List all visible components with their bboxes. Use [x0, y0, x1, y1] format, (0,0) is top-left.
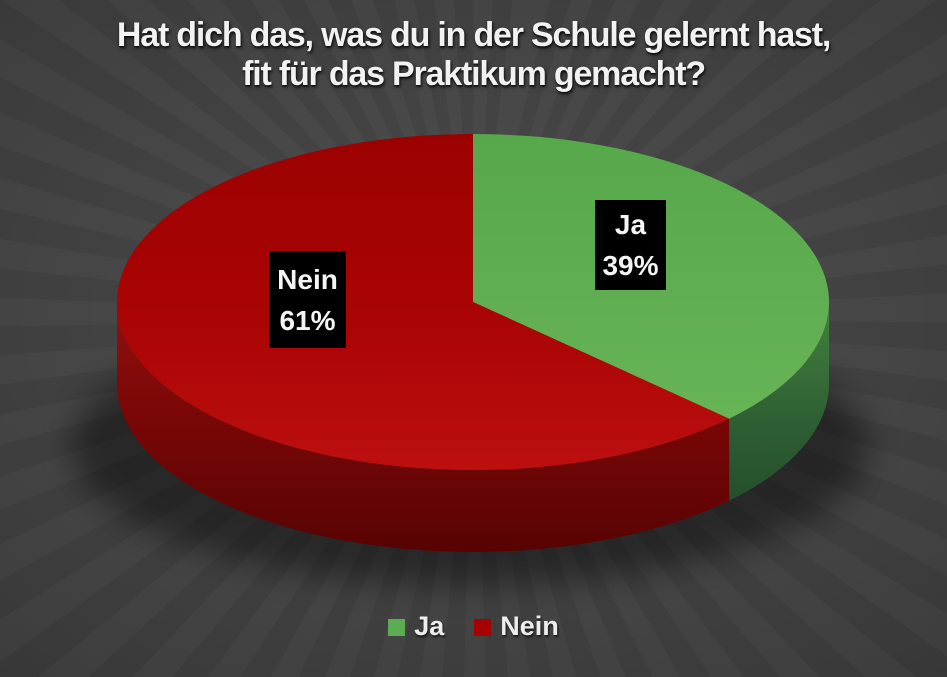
data-label-nein-value: 61% — [279, 304, 336, 336]
legend-item-ja[interactable]: Ja — [388, 613, 444, 640]
chart-title[interactable]: Hat dich das, was du in der Schule geler… — [116, 16, 831, 93]
legend-swatch-nein — [474, 619, 492, 636]
pie-slice-ja-side[interactable] — [729, 302, 829, 501]
legend-swatch-ja — [388, 619, 406, 636]
data-label-ja-value: 39% — [602, 250, 659, 281]
data-label-ja-name: Ja — [614, 209, 647, 240]
data-label-nein[interactable]: Nein 61% — [269, 251, 346, 348]
data-label-ja[interactable]: Ja 39% — [595, 200, 666, 290]
pie-slice-nein[interactable] — [117, 134, 730, 470]
data-label-nein-name: Nein — [277, 263, 338, 295]
legend-label-ja: Ja — [414, 611, 445, 641]
legend-label-nein: Nein — [500, 611, 559, 641]
pie-slice-nein-side[interactable] — [116, 302, 730, 553]
legend-item-nein[interactable]: Nein — [474, 613, 559, 640]
legend: Ja Nein — [0, 613, 947, 640]
